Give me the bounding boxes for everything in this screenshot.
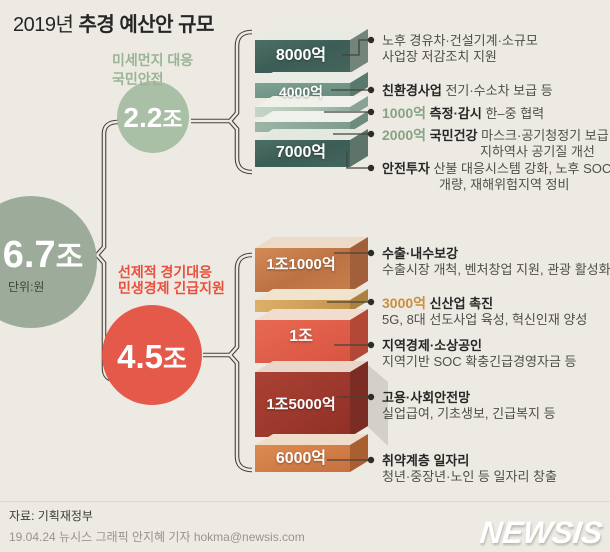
legend-item-employment: 고용·사회안전망 실업급여, 기초생보, 긴급복지 등 <box>382 390 556 422</box>
fine-dust-value: 2.2조 <box>113 104 193 132</box>
title-main: 추경 예산안 규모 <box>78 14 214 36</box>
economy-suffix: 조 <box>162 344 187 374</box>
item-text: 마스크·공기청정기 보급 <box>481 128 609 143</box>
legend-item-new-industry: 3000억 신산업 촉진 5G, 8대 선도사업 육성, 혁신인재 양성 <box>382 295 587 328</box>
slab-amount: 4000억 <box>278 84 324 100</box>
slab-amount: 6000억 <box>275 450 327 467</box>
slab-amount: 1조5000억 <box>266 396 336 413</box>
fine-dust-label-line2: 국민안전 <box>112 71 164 87</box>
item-title: 수출·내수보강 <box>382 246 459 261</box>
source-label: 자료: 기획재정부 <box>9 509 93 523</box>
economy-value: 4.5조 <box>102 340 202 373</box>
budget-stack-fine-dust <box>255 29 368 167</box>
total-suffix: 조 <box>55 241 84 274</box>
item-text-line2: 실업급여, 기초생보, 긴급복지 등 <box>382 406 556 421</box>
economy-label-line2: 민생경제 긴급지원 <box>118 280 225 296</box>
slab-amount: 8000억 <box>275 47 327 64</box>
slab-amount: 7000억 <box>275 144 327 161</box>
item-text: 노후 경유차·건설기계·소규모 <box>382 33 538 48</box>
item-amount: 3000억 <box>382 295 427 311</box>
legend-item-vulnerable-jobs: 취약계층 일자리 청년·중장년·노인 등 일자리 창출 <box>382 453 557 485</box>
economy-group-label: 선제적 경기대응 민생경제 긴급지원 <box>118 264 225 296</box>
item-text: 한–중 협력 <box>485 106 545 121</box>
item-title: 지역경제·소상공인 <box>382 338 483 353</box>
fine-dust-suffix: 조 <box>162 107 183 132</box>
item-text-line2: 지하역사 공기질 개선 <box>480 144 595 159</box>
item-text-line2: 수출시장 개척, 벤처창업 지원, 관광 활성화 <box>382 262 610 277</box>
item-text: 전기·수소차 보급 등 <box>445 83 553 98</box>
fine-dust-number: 2.2 <box>123 102 163 133</box>
item-title: 안전투자 <box>382 161 430 176</box>
fine-dust-group-label: 미세먼지 대응 국민안전 <box>112 51 193 89</box>
economy-number: 4.5 <box>117 338 163 375</box>
page-title: 2019년 추경 예산안 규모 <box>13 8 214 37</box>
item-title: 고용·사회안전망 <box>382 390 471 405</box>
item-text-line2: 청년·중장년·노인 등 일자리 창출 <box>382 469 557 484</box>
item-title: 측정·감시 <box>429 106 482 121</box>
item-title: 친환경사업 <box>382 83 442 98</box>
total-number: 6.7 <box>2 234 56 276</box>
legend-item-export: 수출·내수보강 수출시장 개척, 벤처창업 지원, 관광 활성화 <box>382 246 610 278</box>
title-year: 2019년 <box>13 14 74 36</box>
legend-item-diesel: 노후 경유차·건설기계·소규모 사업장 저감조치 지원 <box>382 33 538 65</box>
total-value: 6.7조 <box>0 236 86 274</box>
economy-label-line1: 선제적 경기대응 <box>118 264 213 280</box>
item-connector-lines <box>324 39 368 461</box>
legend-item-health: 2000억 국민건강 마스크·공기청정기 보급 지하역사 공기질 개선 <box>382 127 609 160</box>
item-title: 취약계층 일자리 <box>382 453 470 468</box>
slab-amount: 1조 <box>289 328 313 345</box>
item-title: 신산업 촉진 <box>429 296 494 311</box>
legend-item-monitoring: 1000억 측정·감시 한–중 협력 <box>382 105 544 122</box>
item-amount: 2000억 <box>382 127 427 143</box>
item-text-line2: 지역기반 SOC 확충긴급경영자금 등 <box>382 354 577 369</box>
item-amount: 1000억 <box>382 105 427 121</box>
item-text-line2: 개량, 재해위험지역 정비 <box>439 177 570 192</box>
fine-dust-label-line1: 미세먼지 대응 <box>112 52 194 68</box>
footer-divider <box>0 501 610 502</box>
slab-amount: 1조1000억 <box>266 256 336 273</box>
item-text: 산불 대응시스템 강화, 노후 SOC <box>433 161 610 176</box>
budget-stack-economy <box>255 237 368 472</box>
legend-item-safety: 안전투자 산불 대응시스템 강화, 노후 SOC 개량, 재해위험지역 정비 <box>382 161 610 193</box>
economy-circle <box>102 305 202 405</box>
fine-dust-circle <box>117 81 189 153</box>
legend-item-eco: 친환경사업 전기·수소차 보급 등 <box>382 83 553 99</box>
item-text-line2: 5G, 8대 선도사업 육성, 혁신인재 양성 <box>382 312 588 327</box>
unit-label: 단위:원 <box>8 280 45 294</box>
item-title: 국민건강 <box>429 128 478 143</box>
legend-item-local-economy: 지역경제·소상공인 지역기반 SOC 확충긴급경영자금 등 <box>382 338 577 370</box>
item-bullets <box>367 36 375 464</box>
newsis-logo: NEWSIS <box>477 515 604 550</box>
credit-label: 19.04.24 뉴시스 그래픽 안지혜 기자 hokma@newsis.com <box>9 530 305 544</box>
item-text-line2: 사업장 저감조치 지원 <box>382 49 497 64</box>
stack-shadow <box>368 365 388 446</box>
